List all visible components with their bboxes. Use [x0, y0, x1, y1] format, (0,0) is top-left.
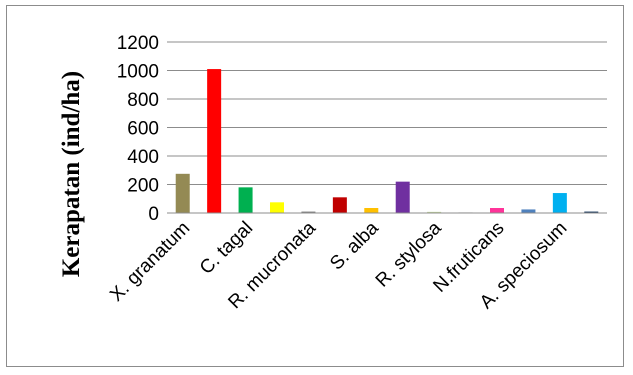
y-tick-label: 600 [127, 119, 159, 140]
y-tick-labels: 0 200 400 600 800 1000 1200 [117, 33, 159, 225]
y-axis-title: Kerapatan (ind/ha) [58, 71, 85, 277]
x-tick-label: X. granatum [106, 218, 194, 306]
gridlines [167, 41, 607, 185]
bar [207, 69, 222, 213]
bar-chart: 0 200 400 600 800 1000 1200 X. granatum C. taga… [58, 33, 607, 313]
bar [490, 208, 504, 213]
y-tick-label: 0 [148, 204, 159, 225]
chart-frame: 0 200 400 600 800 1000 1200 X. granatum C. taga… [6, 5, 624, 367]
bar [364, 208, 379, 213]
y-tick-label: 400 [127, 147, 159, 168]
bar [521, 209, 536, 213]
bar [238, 187, 253, 213]
bar [395, 181, 410, 213]
bar [332, 197, 347, 213]
y-tick-label: 200 [127, 176, 159, 197]
bar [552, 193, 567, 213]
bar [270, 202, 284, 213]
bars [175, 69, 599, 214]
bar [175, 173, 190, 213]
bar [427, 211, 442, 213]
bar [584, 211, 599, 213]
bar [301, 211, 316, 213]
y-tick-label: 800 [127, 90, 159, 111]
y-tick-label: 1200 [117, 33, 159, 54]
x-tick-label: S. alba [326, 217, 383, 274]
y-tick-label: 1000 [117, 62, 159, 83]
x-tick-label: C. tagal [196, 218, 257, 279]
